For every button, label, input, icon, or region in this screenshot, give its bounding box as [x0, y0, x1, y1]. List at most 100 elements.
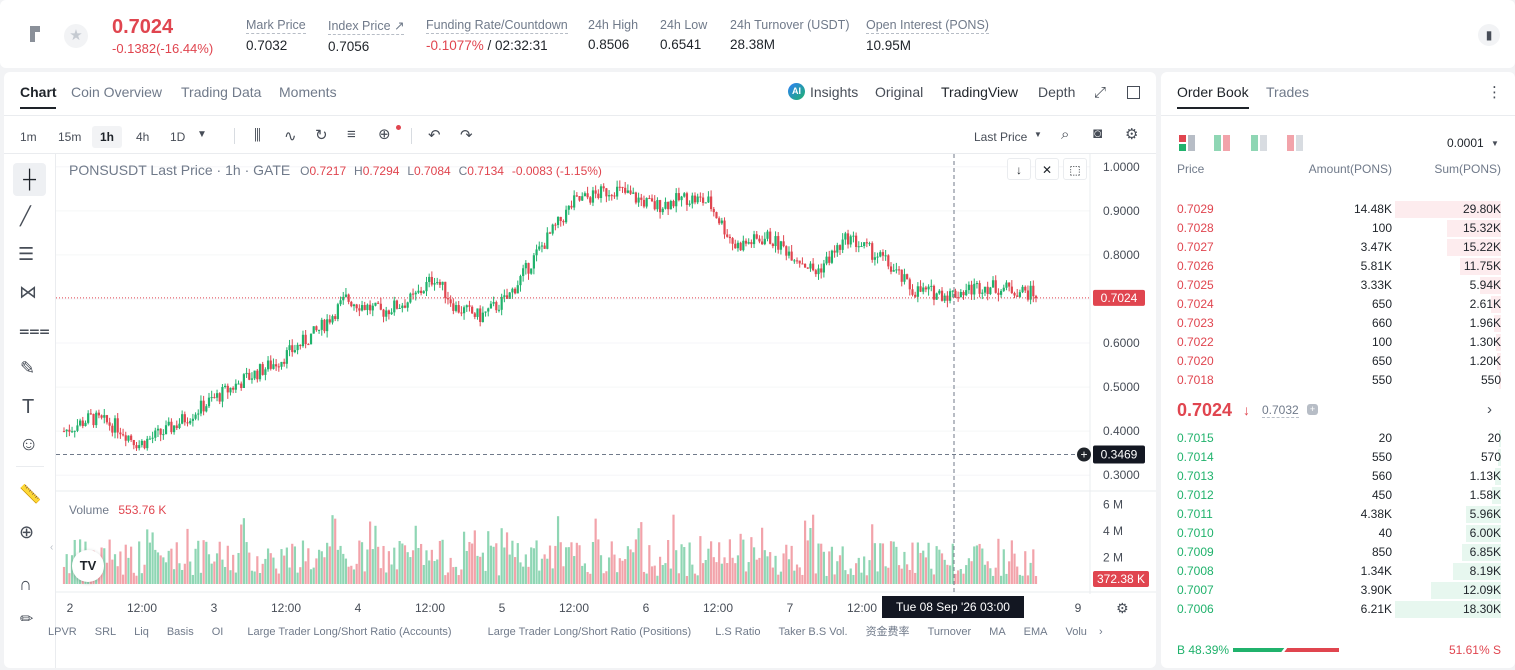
replay-icon[interactable]: ↻ — [315, 127, 328, 144]
window-icon[interactable] — [1127, 86, 1140, 99]
ask-row[interactable]: 0.7026 5.81K 11.75K — [1161, 257, 1515, 276]
indicator-ema[interactable]: EMA — [1023, 626, 1048, 638]
chevron-right-icon[interactable]: › — [1098, 626, 1103, 638]
candlestick-chart[interactable]: 1.00000.90000.80000.70000.60000.50000.40… — [56, 154, 1156, 668]
maximize-pane-icon[interactable]: ⬚ — [1063, 158, 1087, 180]
indicator-basis[interactable]: Basis — [166, 626, 194, 638]
indicator-ma[interactable]: MA — [989, 626, 1006, 638]
magnet-icon[interactable]: ∩ — [19, 574, 32, 594]
undo-icon[interactable]: ↶ — [428, 127, 441, 144]
timeframe-1h[interactable]: 1h — [92, 126, 123, 148]
chevron-down-icon[interactable]: ▼ — [1034, 130, 1042, 139]
precision-select[interactable]: 0.0001 — [1447, 136, 1484, 150]
candle-body — [342, 296, 345, 301]
bid-row[interactable]: 0.7006 6.21K 18.30K — [1161, 600, 1515, 619]
ask-row[interactable]: 0.7024 650 2.61K — [1161, 295, 1515, 314]
ask-row[interactable]: 0.7027 3.47K 15.22K — [1161, 238, 1515, 257]
chevron-down-icon[interactable]: ▼ — [1491, 139, 1499, 148]
indicator-liq[interactable]: Liq — [134, 626, 149, 638]
add-indicator-icon[interactable]: ⊕ — [378, 126, 391, 143]
bid-row[interactable]: 0.7011 4.38K 5.96K — [1161, 505, 1515, 524]
indicator-oi[interactable]: OI — [211, 626, 224, 638]
brush-icon[interactable]: ✎ — [20, 358, 36, 378]
expand-icon[interactable]: ⤢ — [1093, 84, 1106, 101]
timeframe-4h[interactable]: 4h — [136, 130, 150, 144]
trend-line-icon[interactable]: ╱ — [20, 206, 31, 226]
view-both-icon[interactable] — [1179, 135, 1195, 151]
tab-coin-overview[interactable]: Coin Overview — [71, 84, 163, 100]
bid-row[interactable]: 0.7010 40 6.00K — [1161, 524, 1515, 543]
collapse-icon[interactable]: ‹ — [50, 542, 54, 553]
ask-row[interactable]: 0.7028 100 15.32K — [1161, 219, 1515, 238]
horizontal-lines-icon[interactable]: ☰ — [18, 244, 35, 264]
timeframe-1d[interactable]: 1D — [170, 130, 186, 144]
emoji-icon[interactable]: ☺ — [19, 434, 39, 455]
ask-row[interactable]: 0.7029 14.48K 29.80K — [1161, 200, 1515, 219]
indicator-large-trader-positions[interactable]: Large Trader Long/Short Ratio (Positions… — [487, 626, 692, 638]
ruler-icon[interactable]: 📏 — [19, 484, 42, 504]
template-icon[interactable]: ≡ — [347, 126, 356, 143]
bid-row[interactable]: 0.7008 1.34K 8.19K — [1161, 562, 1515, 581]
ask-row[interactable]: 0.7022 100 1.30K — [1161, 333, 1515, 352]
tab-trading-data[interactable]: Trading Data — [181, 84, 262, 100]
indicator-taker-vol[interactable]: Taker B.S Vol. — [778, 626, 848, 638]
last-price-select[interactable]: Last Price — [974, 130, 1028, 144]
camera-icon[interactable]: ◙ — [1093, 125, 1103, 142]
indicator-icon[interactable]: ∿ — [284, 128, 297, 145]
more-icon[interactable]: ⋮ — [1487, 84, 1502, 101]
view-original[interactable]: Original — [875, 84, 924, 100]
chevron-down-icon[interactable]: ▼ — [197, 129, 207, 140]
view-insights[interactable]: Insights — [810, 84, 859, 100]
indicator-ls-ratio[interactable]: L.S Ratio — [715, 626, 761, 638]
search-icon[interactable]: ⌕ — [1061, 126, 1070, 143]
favorite-star-icon[interactable]: ★ — [64, 24, 88, 48]
redo-icon[interactable]: ↷ — [460, 127, 473, 144]
indicator-srl[interactable]: SRL — [94, 626, 117, 638]
volume-bar — [304, 561, 307, 584]
indicator-lpvr[interactable]: LPVR — [48, 626, 77, 638]
stat-index-price[interactable]: Index Price ↗ 0.7056 — [328, 19, 405, 54]
timeframe-1m[interactable]: 1m — [20, 130, 37, 144]
bid-row[interactable]: 0.7012 450 1.58K — [1161, 486, 1515, 505]
time-axis-label: 12:00 — [415, 601, 445, 615]
ask-row[interactable]: 0.7018 550 550 — [1161, 371, 1515, 390]
book-icon[interactable]: ▮ — [1478, 24, 1500, 46]
chevron-right-icon[interactable]: › — [1487, 401, 1492, 418]
bid-row[interactable]: 0.7015 20 20 — [1161, 429, 1515, 448]
view-asks-bids-icon[interactable] — [1214, 135, 1230, 151]
indicator-funding-rate[interactable]: 资金费率 — [865, 626, 910, 638]
timeframe-15m[interactable]: 15m — [58, 130, 82, 144]
indicator-turnover[interactable]: Turnover — [927, 626, 972, 638]
view-asks-icon[interactable] — [1287, 135, 1303, 151]
crosshair-add-icon[interactable] — [1077, 447, 1091, 462]
gear-icon[interactable]: ⚙ — [1125, 126, 1139, 143]
chart-settings-icon[interactable]: ⚙ — [1116, 600, 1129, 616]
indicator-large-trader-accounts[interactable]: Large Trader Long/Short Ratio (Accounts) — [247, 626, 452, 638]
tab-moments[interactable]: Moments — [279, 84, 337, 100]
view-bids-icon[interactable] — [1251, 135, 1267, 151]
view-tradingview[interactable]: TradingView — [941, 84, 1019, 100]
bid-row[interactable]: 0.7009 850 6.85K — [1161, 543, 1515, 562]
ask-row[interactable]: 0.7020 650 1.20K — [1161, 352, 1515, 371]
candle-body — [414, 292, 417, 295]
bid-row[interactable]: 0.7007 3.90K 12.09K — [1161, 581, 1515, 600]
scroll-down-icon[interactable]: ↓ — [1007, 158, 1031, 180]
crosshair-tool-icon[interactable]: ┼ — [13, 163, 46, 196]
bid-row[interactable]: 0.7013 560 1.13K — [1161, 467, 1515, 486]
tab-order-book[interactable]: Order Book — [1177, 84, 1249, 100]
bid-row[interactable]: 0.7014 550 570 — [1161, 448, 1515, 467]
candle-style-icon[interactable]: ⫼ — [254, 127, 261, 144]
ask-row[interactable]: 0.7023 660 1.96K — [1161, 314, 1515, 333]
pencil-lock-icon[interactable]: ✏ — [20, 611, 34, 628]
zoom-in-icon[interactable]: ⊕ — [19, 522, 35, 542]
ask-row[interactable]: 0.7025 3.33K 5.94K — [1161, 276, 1515, 295]
tab-trades[interactable]: Trades — [1266, 84, 1310, 100]
pattern-tool-icon[interactable]: ⋈ — [19, 282, 37, 302]
collapse-pane-icon[interactable]: ✕ — [1035, 158, 1059, 180]
view-depth[interactable]: Depth — [1038, 84, 1076, 100]
text-tool-icon[interactable]: T — [22, 396, 35, 418]
fib-tool-icon[interactable]: ⩶ — [19, 320, 50, 340]
indicator-volume[interactable]: Volu — [1065, 626, 1087, 638]
candle-body — [301, 334, 305, 347]
tab-chart[interactable]: Chart — [20, 84, 57, 100]
